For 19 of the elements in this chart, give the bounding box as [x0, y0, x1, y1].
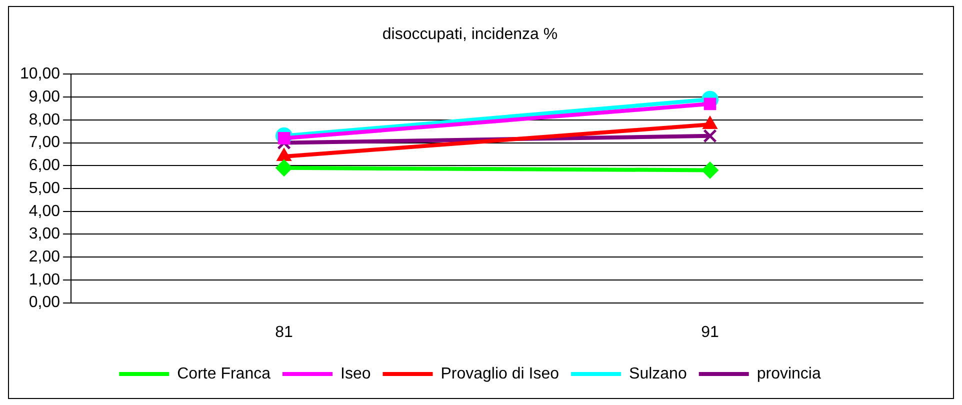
y-tick-label: 6,00: [28, 157, 60, 174]
legend-label: Corte Franca: [177, 365, 271, 382]
y-tick-label: 2,00: [28, 248, 60, 266]
y-tick-label: 0,00: [28, 294, 60, 312]
y-tick-label: 5,00: [28, 180, 60, 197]
y-tick-label: 4,00: [28, 202, 60, 220]
y-tick-label: 1,00: [28, 271, 60, 288]
legend-label: Sulzano: [629, 365, 687, 382]
y-tick-label: 3,00: [28, 226, 60, 243]
legend-label: Iseo: [340, 365, 371, 382]
y-tick-label: 9,00: [28, 88, 60, 106]
legend-label: Provaglio di Iseo: [440, 365, 560, 382]
chart-title: disoccupati, incidenza %: [382, 26, 558, 44]
legend-label: provincia: [756, 365, 821, 382]
y-tick-label: 7,00: [28, 134, 60, 152]
y-tick-label: 8,00: [28, 111, 60, 128]
x-tick-label: 81: [275, 324, 294, 341]
x-tick-label: 91: [701, 324, 720, 341]
y-tick-label: 10,00: [20, 66, 60, 83]
